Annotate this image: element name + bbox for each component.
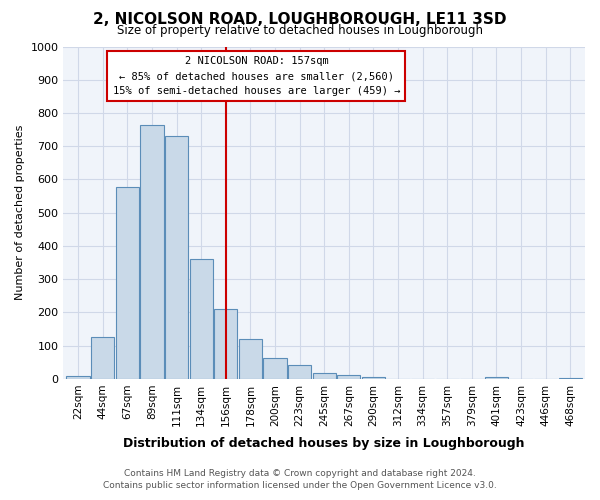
Bar [190,258,213,379]
Bar [67,376,90,379]
Text: Size of property relative to detached houses in Loughborough: Size of property relative to detached ho… [117,24,483,37]
Bar [214,309,238,379]
Text: 2 NICOLSON ROAD: 157sqm
← 85% of detached houses are smaller (2,560)
15% of semi: 2 NICOLSON ROAD: 157sqm ← 85% of detache… [113,56,400,96]
Bar [140,124,164,379]
Bar [362,377,385,379]
Y-axis label: Number of detached properties: Number of detached properties [15,125,25,300]
Bar [313,373,336,379]
Bar [263,358,287,379]
Bar [116,187,139,379]
Bar [91,336,115,379]
X-axis label: Distribution of detached houses by size in Loughborough: Distribution of detached houses by size … [124,437,525,450]
Text: Contains HM Land Registry data © Crown copyright and database right 2024.
Contai: Contains HM Land Registry data © Crown c… [103,468,497,490]
Bar [165,136,188,379]
Bar [559,378,582,379]
Bar [337,375,361,379]
Bar [288,365,311,379]
Bar [239,339,262,379]
Bar [485,377,508,379]
Text: 2, NICOLSON ROAD, LOUGHBOROUGH, LE11 3SD: 2, NICOLSON ROAD, LOUGHBOROUGH, LE11 3SD [93,12,507,28]
